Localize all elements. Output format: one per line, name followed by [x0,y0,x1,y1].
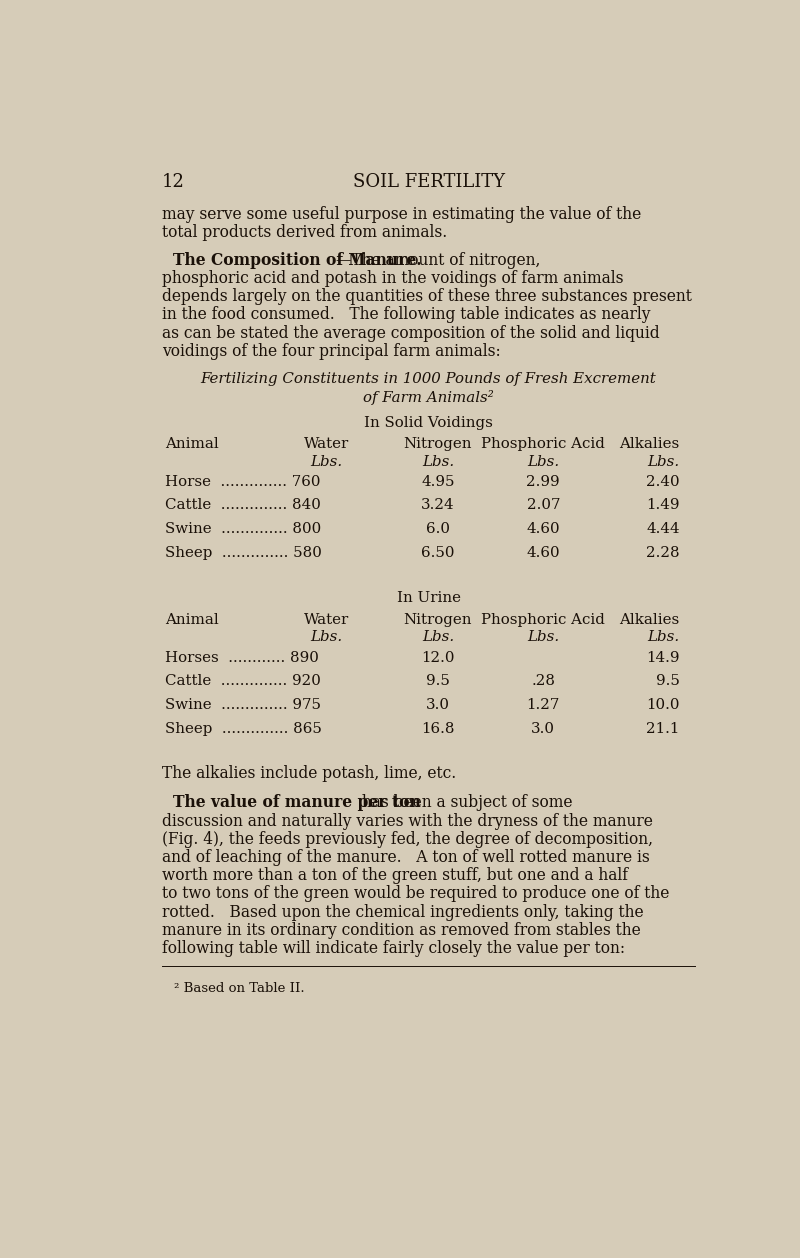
Text: discussion and naturally varies with the dryness of the manure: discussion and naturally varies with the… [162,813,653,829]
Text: In Urine: In Urine [397,591,461,605]
Text: —The amount of nitrogen,: —The amount of nitrogen, [336,252,540,269]
Text: Lbs.: Lbs. [647,454,680,469]
Text: Lbs.: Lbs. [527,454,559,469]
Text: 10.0: 10.0 [646,698,680,712]
Text: Nitrogen: Nitrogen [404,438,472,452]
Text: phosphoric acid and potash in the voidings of farm animals: phosphoric acid and potash in the voidin… [162,270,623,287]
Text: SOIL FERTILITY: SOIL FERTILITY [353,174,505,191]
Text: (Fig. 4), the feeds previously fed, the degree of decomposition,: (Fig. 4), the feeds previously fed, the … [162,830,653,848]
Text: and of leaching of the manure.   A ton of well rotted manure is: and of leaching of the manure. A ton of … [162,849,650,866]
Text: manure in its ordinary condition as removed from stables the: manure in its ordinary condition as remo… [162,922,641,938]
Text: 3.0: 3.0 [531,722,555,736]
Text: Lbs.: Lbs. [422,454,454,469]
Text: has been a subject of some: has been a subject of some [357,794,572,811]
Text: 4.95: 4.95 [421,474,454,489]
Text: Alkalies: Alkalies [619,438,680,452]
Text: 14.9: 14.9 [646,650,680,664]
Text: to two tons of the green would be required to produce one of the: to two tons of the green would be requir… [162,886,670,902]
Text: 2.28: 2.28 [646,546,680,560]
Text: Lbs.: Lbs. [310,454,342,469]
Text: total products derived from animals.: total products derived from animals. [162,224,447,242]
Text: 6.0: 6.0 [426,522,450,536]
Text: Lbs.: Lbs. [527,630,559,644]
Text: Horse  .............. 760: Horse .............. 760 [165,474,321,489]
Text: 16.8: 16.8 [421,722,454,736]
Text: 2.99: 2.99 [526,474,560,489]
Text: of Farm Animals²: of Farm Animals² [363,390,494,405]
Text: Animal: Animal [165,438,219,452]
Text: 21.1: 21.1 [646,722,680,736]
Text: 12.0: 12.0 [421,650,454,664]
Text: Phosphoric Acid: Phosphoric Acid [482,438,606,452]
Text: following table will indicate fairly closely the value per ton:: following table will indicate fairly clo… [162,940,625,957]
Text: may serve some useful purpose in estimating the value of the: may serve some useful purpose in estimat… [162,206,642,223]
Text: The value of manure per ton: The value of manure per ton [173,794,421,811]
Text: as can be stated the average composition of the solid and liquid: as can be stated the average composition… [162,325,660,341]
Text: 9.5: 9.5 [656,674,680,688]
Text: Sheep  .............. 865: Sheep .............. 865 [165,722,322,736]
Text: In Solid Voidings: In Solid Voidings [364,415,493,429]
Text: Nitrogen: Nitrogen [404,613,472,628]
Text: Water: Water [304,438,349,452]
Text: Sheep  .............. 580: Sheep .............. 580 [165,546,322,560]
Text: 4.44: 4.44 [646,522,680,536]
Text: voidings of the four principal farm animals:: voidings of the four principal farm anim… [162,342,501,360]
Text: 12: 12 [162,174,185,191]
Text: Animal: Animal [165,613,219,628]
Text: Swine  .............. 975: Swine .............. 975 [165,698,321,712]
Text: Lbs.: Lbs. [310,630,342,644]
Text: 1.49: 1.49 [646,498,680,512]
Text: 4.60: 4.60 [526,522,560,536]
Text: 2.40: 2.40 [646,474,680,489]
Text: worth more than a ton of the green stuff, but one and a half: worth more than a ton of the green stuff… [162,867,628,884]
Text: ² Based on Table II.: ² Based on Table II. [174,982,305,995]
Text: Cattle  .............. 840: Cattle .............. 840 [165,498,321,512]
Text: Fertilizing Constituents in 1000 Pounds of Fresh Excrement: Fertilizing Constituents in 1000 Pounds … [201,372,657,386]
Text: 1.27: 1.27 [526,698,560,712]
Text: Lbs.: Lbs. [422,630,454,644]
Text: Horses  ............ 890: Horses ............ 890 [165,650,319,664]
Text: Alkalies: Alkalies [619,613,680,628]
Text: depends largely on the quantities of these three substances present: depends largely on the quantities of the… [162,288,692,306]
Text: in the food consumed.   The following table indicates as nearly: in the food consumed. The following tabl… [162,307,650,323]
Text: 2.07: 2.07 [526,498,560,512]
Text: Lbs.: Lbs. [647,630,680,644]
Text: Cattle  .............. 920: Cattle .............. 920 [165,674,321,688]
Text: 3.24: 3.24 [421,498,454,512]
Text: 4.60: 4.60 [526,546,560,560]
Text: Phosphoric Acid: Phosphoric Acid [482,613,606,628]
Text: 6.50: 6.50 [421,546,454,560]
Text: Water: Water [304,613,349,628]
Text: Swine  .............. 800: Swine .............. 800 [165,522,322,536]
Text: 9.5: 9.5 [426,674,450,688]
Text: 3.0: 3.0 [426,698,450,712]
Text: rotted.   Based upon the chemical ingredients only, taking the: rotted. Based upon the chemical ingredie… [162,903,644,921]
Text: The alkalies include potash, lime, etc.: The alkalies include potash, lime, etc. [162,765,456,782]
Text: .28: .28 [531,674,555,688]
Text: The Composition of Manure.: The Composition of Manure. [173,252,422,269]
